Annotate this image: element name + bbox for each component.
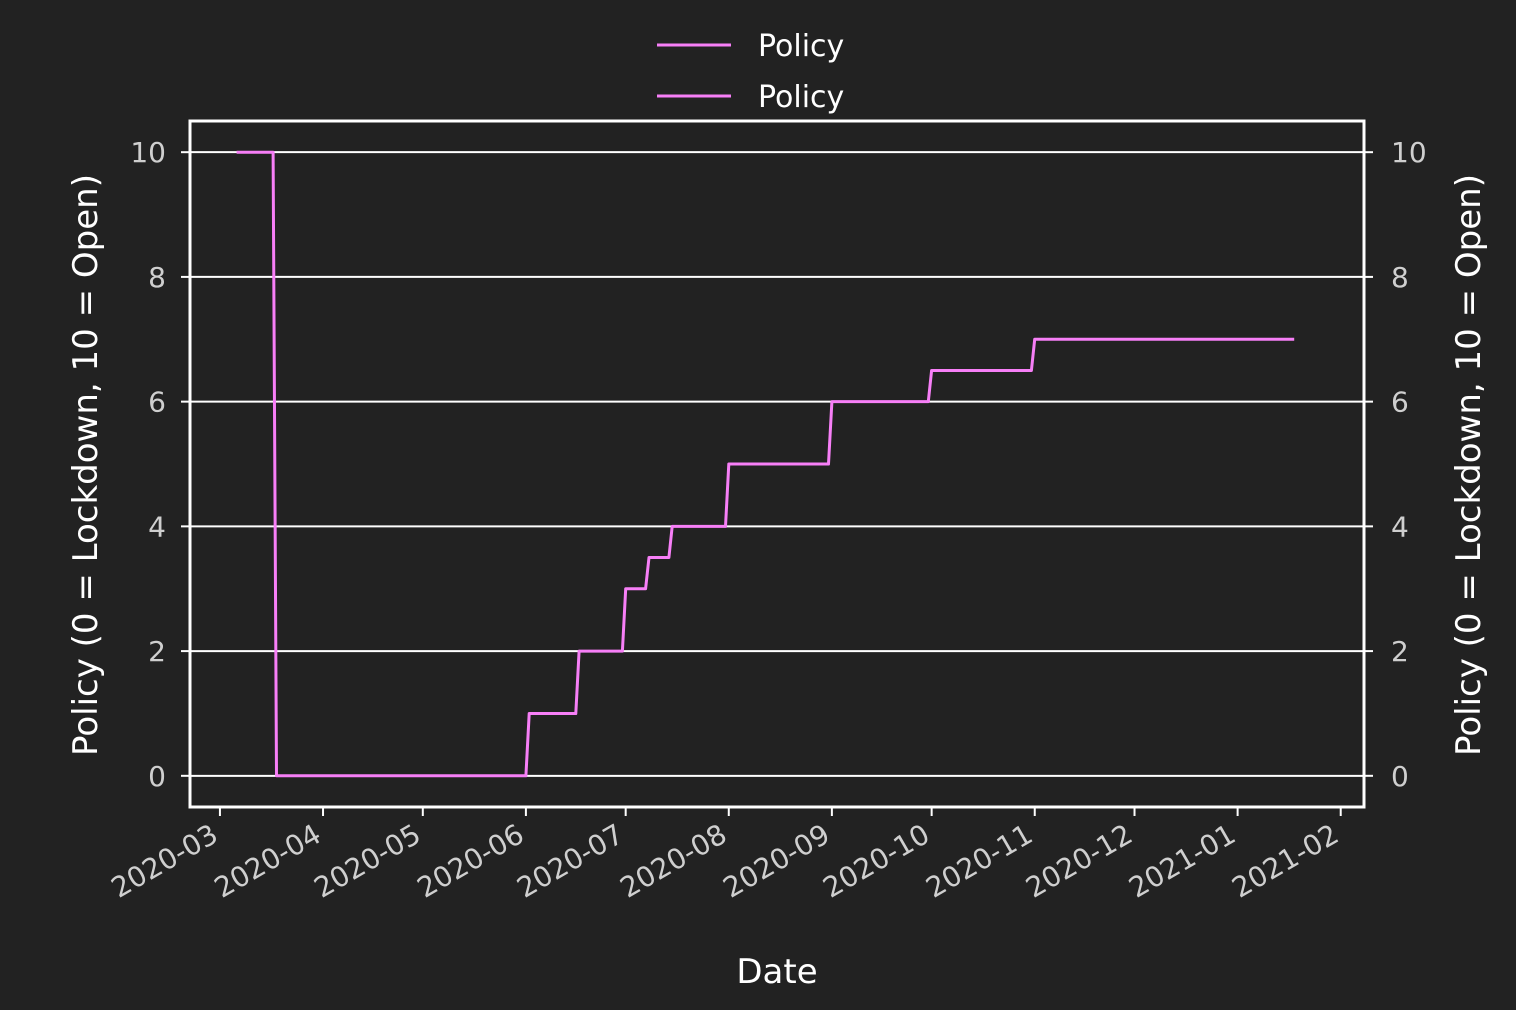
x-tick-label: 2020-12 xyxy=(1020,817,1138,904)
y-tick-label-right: 6 xyxy=(1391,386,1409,419)
x-tick-label: 2020-06 xyxy=(412,817,530,904)
y-tick-label-left: 10 xyxy=(130,136,166,169)
plot-frame xyxy=(188,119,1366,809)
x-tick-label: 2021-02 xyxy=(1226,817,1344,904)
y-tick-label-right: 10 xyxy=(1391,136,1427,169)
x-tick-label: 2021-01 xyxy=(1123,817,1241,904)
legend-label: Policy xyxy=(758,29,844,64)
x-tick-label: 2020-03 xyxy=(106,817,224,904)
y-axis-title-left: Policy (0 = Lockdown, 10 = Open) xyxy=(66,174,106,756)
legend: Policy Policy xyxy=(657,29,844,115)
ticks: 0 02 24 46 68 810 102020-032020-042020-052020-… xyxy=(106,136,1427,904)
legend-label: Policy xyxy=(758,80,844,115)
x-tick-label: 2020-11 xyxy=(920,817,1038,904)
y-tick-label-left: 8 xyxy=(148,261,166,294)
x-tick-label: 2020-10 xyxy=(817,817,935,904)
y-tick-label-right: 0 xyxy=(1391,760,1409,793)
y-tick-label-right: 8 xyxy=(1391,261,1409,294)
series-line-policy xyxy=(236,150,1295,778)
y-tick-label-right: 2 xyxy=(1391,635,1409,668)
y-tick-label-right: 4 xyxy=(1391,510,1409,543)
y-axis-title-right: Policy (0 = Lockdown, 10 = Open) xyxy=(1449,174,1489,756)
y-tick-label-left: 4 xyxy=(148,510,166,543)
x-tick-label: 2020-09 xyxy=(718,817,836,904)
x-tick-label: 2020-08 xyxy=(614,817,732,904)
gridlines xyxy=(190,151,1364,777)
x-tick-label: 2020-04 xyxy=(209,817,327,904)
y-tick-label-left: 2 xyxy=(148,635,166,668)
x-tick-label: 2020-05 xyxy=(308,817,426,904)
x-axis-title: Date xyxy=(736,952,817,992)
x-tick-label: 2020-07 xyxy=(511,817,629,904)
y-tick-label-left: 0 xyxy=(148,760,166,793)
series-layer xyxy=(236,150,1295,778)
y-tick-label-left: 6 xyxy=(148,386,166,419)
